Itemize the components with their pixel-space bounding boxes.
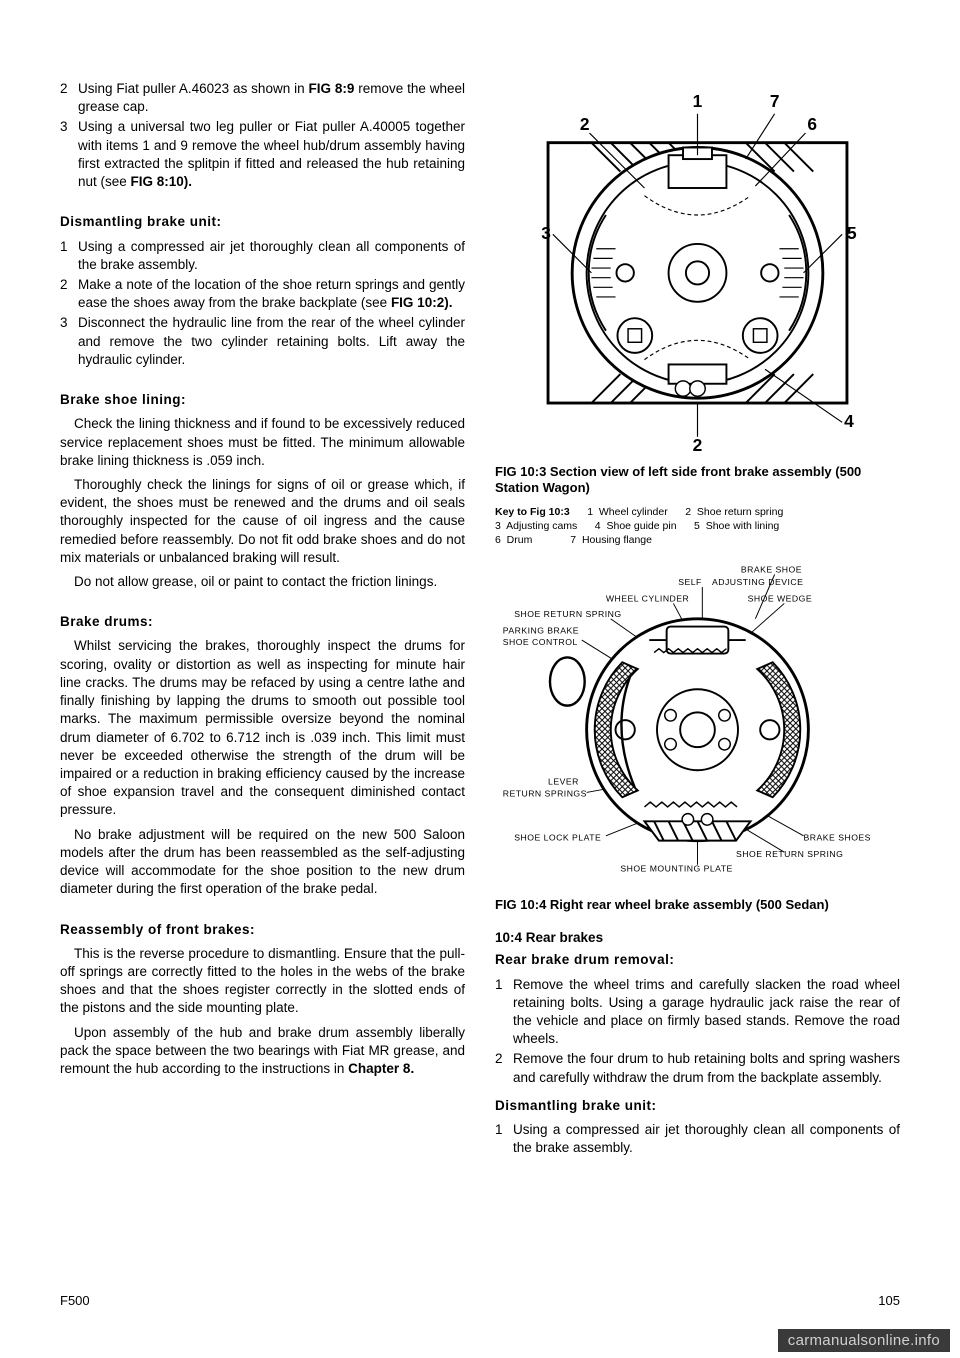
item-text: Remove the wheel trims and carefully sla… <box>513 976 900 1049</box>
item-text: Remove the four drum to hub retaining bo… <box>513 1050 900 1086</box>
item-number: 3 <box>60 118 78 191</box>
svg-text:SHOE RETURN SPRING: SHOE RETURN SPRING <box>736 849 843 859</box>
paragraph: Do not allow grease, oil or paint to con… <box>60 573 465 591</box>
section-heading: Dismantling brake unit: <box>495 1097 900 1115</box>
list-item: 2 Using Fiat puller A.46023 as shown in … <box>60 80 465 116</box>
list-item: 1 Remove the wheel trims and carefully s… <box>495 976 900 1049</box>
svg-text:SHOE CONTROL: SHOE CONTROL <box>503 637 578 647</box>
item-number: 3 <box>60 314 78 369</box>
item-number: 1 <box>60 238 78 274</box>
item-text: Using Fiat puller A.46023 as shown in FI… <box>78 80 465 116</box>
paragraph: Upon assembly of the hub and brake drum … <box>60 1024 465 1079</box>
section-heading: Rear brake drum removal: <box>495 951 900 969</box>
callout-2: 2 <box>580 114 590 134</box>
section-number: 10:4 Rear brakes <box>495 929 900 947</box>
item-text: Make a note of the location of the shoe … <box>78 276 465 312</box>
section-heading: Reassembly of front brakes: <box>60 921 465 939</box>
svg-text:BRAKE SHOES: BRAKE SHOES <box>804 833 871 843</box>
figure-10-4: BRAKE SHOE SELF ADJUSTING DEVICE WHEEL C… <box>495 561 900 889</box>
item-text: Using a compressed air jet thoroughly cl… <box>78 238 465 274</box>
footer-right: 105 <box>878 1293 900 1308</box>
section-heading: Dismantling brake unit: <box>60 213 465 231</box>
figure-caption: FIG 10:3 Section view of left side front… <box>495 464 900 497</box>
paragraph: This is the reverse procedure to dismant… <box>60 945 465 1018</box>
svg-text:LEVER: LEVER <box>548 777 579 787</box>
list-item: 1 Using a compressed air jet thoroughly … <box>60 238 465 274</box>
left-column: 2 Using Fiat puller A.46023 as shown in … <box>40 80 465 1160</box>
section-heading: Brake drums: <box>60 613 465 631</box>
watermark: carmanualsonline.info <box>778 1329 950 1352</box>
list-item: 1 Using a compressed air jet thoroughly … <box>495 1121 900 1157</box>
figure-10-3: 1 2 3 4 5 6 7 2 <box>495 80 900 456</box>
paragraph: Whilst servicing the brakes, thoroughly … <box>60 637 465 819</box>
callout-7: 7 <box>770 91 780 111</box>
paragraph: No brake adjustment will be required on … <box>60 826 465 899</box>
item-text: Using a compressed air jet thoroughly cl… <box>513 1121 900 1157</box>
item-text: Using a universal two leg puller or Fiat… <box>78 118 465 191</box>
svg-text:SHOE MOUNTING PLATE: SHOE MOUNTING PLATE <box>620 864 732 874</box>
list-item: 2 Make a note of the location of the sho… <box>60 276 465 312</box>
rear-brake-diagram: BRAKE SHOE SELF ADJUSTING DEVICE WHEEL C… <box>495 561 900 889</box>
item-number: 2 <box>60 80 78 116</box>
svg-text:SHOE WEDGE: SHOE WEDGE <box>748 594 812 604</box>
svg-text:SHOE RETURN SPRING: SHOE RETURN SPRING <box>514 609 621 619</box>
svg-text:WHEEL CYLINDER: WHEEL CYLINDER <box>606 594 689 604</box>
footer-left: F500 <box>60 1293 90 1308</box>
callout-bottom: 2 <box>693 435 703 455</box>
callout-1: 1 <box>693 91 703 111</box>
figure-key: Key to Fig 10:3 1 Wheel cylinder 2 Shoe … <box>495 505 900 548</box>
item-number: 1 <box>495 1121 513 1157</box>
callout-6: 6 <box>807 114 817 134</box>
callout-5: 5 <box>847 223 857 243</box>
svg-text:SHOE LOCK PLATE: SHOE LOCK PLATE <box>514 833 601 843</box>
item-number: 2 <box>60 276 78 312</box>
paragraph: Check the lining thickness and if found … <box>60 415 465 470</box>
list-item: 3 Using a universal two leg puller or Fi… <box>60 118 465 191</box>
figure-caption: FIG 10:4 Right rear wheel brake assembly… <box>495 897 900 913</box>
svg-text:BRAKE SHOE: BRAKE SHOE <box>741 565 802 575</box>
svg-text:ADJUSTING DEVICE: ADJUSTING DEVICE <box>712 577 803 587</box>
item-number: 2 <box>495 1050 513 1086</box>
svg-text:RETURN SPRINGS: RETURN SPRINGS <box>503 788 587 798</box>
list-item: 2 Remove the four drum to hub retaining … <box>495 1050 900 1086</box>
item-number: 1 <box>495 976 513 1049</box>
item-text: Disconnect the hydraulic line from the r… <box>78 314 465 369</box>
callout-4: 4 <box>844 411 854 431</box>
callout-3: 3 <box>541 223 551 243</box>
section-heading: Brake shoe lining: <box>60 391 465 409</box>
svg-text:PARKING BRAKE: PARKING BRAKE <box>503 625 579 635</box>
list-item: 3 Disconnect the hydraulic line from the… <box>60 314 465 369</box>
svg-text:SELF: SELF <box>678 577 702 587</box>
brake-section-diagram: 1 2 3 4 5 6 7 2 <box>495 80 900 456</box>
right-column: 1 2 3 4 5 6 7 2 FIG 10:3 Section view of… <box>495 80 920 1160</box>
paragraph: Thoroughly check the linings for signs o… <box>60 476 465 567</box>
